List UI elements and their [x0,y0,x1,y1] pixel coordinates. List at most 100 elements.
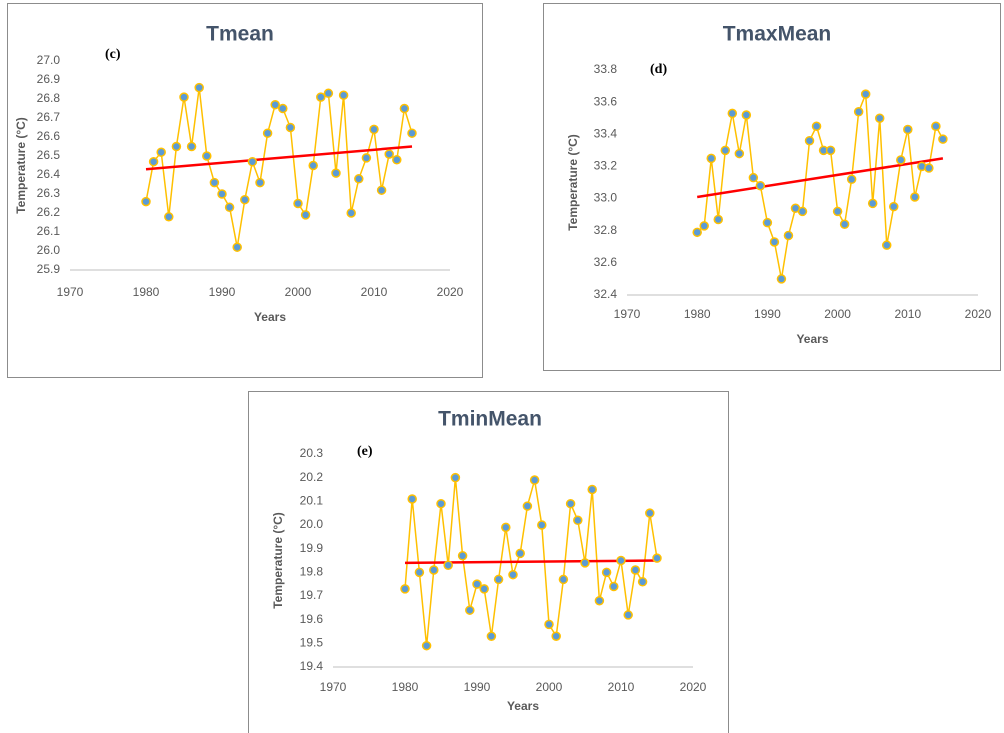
data-point [594,595,605,606]
data-point [931,121,941,131]
y-tick-label: 33.0 [594,191,618,205]
data-point [720,145,731,156]
data-point [860,89,871,99]
data-point [699,221,709,231]
data-point [472,579,482,589]
data-point [486,631,497,641]
data-point [202,151,212,161]
x-tick-label: 2010 [894,307,921,321]
x-tick-label: 2020 [965,307,992,321]
data-point [429,565,439,575]
y-axis-label: Temperature (°C) [566,134,580,231]
x-tick-label: 2010 [608,680,635,694]
data-point [804,135,815,146]
data-point [867,198,878,209]
data-point [293,198,303,209]
y-tick-label: 20.3 [300,446,324,460]
data-point [748,172,759,183]
y-tick-label: 27.0 [37,53,61,67]
panel-label: (e) [357,444,373,459]
data-point [232,242,242,252]
data-point [443,560,453,570]
data-point [580,558,590,568]
data-point [392,155,402,165]
data-point [573,515,583,526]
y-tick-label: 26.8 [37,91,61,105]
data-point [769,237,780,247]
data-point [171,141,182,152]
y-tick-label: 19.9 [300,541,324,555]
y-tick-label: 33.6 [594,94,618,108]
data-point [727,108,738,119]
data-point [630,565,641,575]
y-tick-label: 32.6 [594,255,618,269]
data-point [558,574,569,585]
data-point [924,163,934,173]
data-point [369,124,379,135]
data-point [407,494,417,504]
y-tick-label: 19.5 [300,636,324,650]
data-point [457,551,468,561]
data-point [609,581,619,592]
data-point [338,90,349,100]
trend-line [697,157,944,199]
data-point [734,148,745,159]
data-point [529,475,540,485]
y-tick-label: 33.8 [594,62,618,76]
data-point [450,472,461,483]
data-point [783,230,794,241]
y-tick-label: 26.3 [37,186,61,200]
data-point [601,567,612,578]
x-tick-label: 1980 [133,285,160,299]
data-point [938,134,948,144]
data-point [903,124,913,135]
data-point [811,121,822,131]
data-point [361,153,372,163]
x-tick-label: 2000 [536,680,563,694]
trend-line [145,145,413,171]
data-point [217,189,227,199]
data-point [832,206,843,217]
data-point [400,584,410,594]
data-point [692,227,702,238]
data-point [308,160,318,171]
data-point [544,619,554,630]
x-tick-label: 2020 [680,680,707,694]
y-tick-label: 19.8 [300,565,324,579]
data-point [255,177,265,188]
x-tick-label: 1990 [209,285,236,299]
data-point [323,88,334,99]
data-point [652,553,662,563]
data-point [551,631,561,641]
data-point [194,82,204,93]
data-point [741,110,752,120]
y-tick-label: 26.5 [37,148,61,162]
data-point [706,153,716,164]
y-tick-label: 19.4 [300,659,324,673]
y-tick-label: 33.4 [594,126,618,140]
data-point [839,219,850,230]
y-tick-label: 19.6 [300,612,324,626]
data-point [148,156,159,167]
data-point [623,610,633,620]
y-tick-label: 20.0 [300,517,324,531]
y-tick-label: 26.0 [37,243,61,257]
data-point [889,201,899,212]
data-point [797,206,808,217]
data-point [421,640,432,651]
data-point [262,128,273,138]
y-tick-label: 20.2 [300,470,324,484]
panel-label: (d) [650,62,667,77]
data-point [762,217,773,228]
y-tick-label: 26.7 [37,110,61,124]
panel-frame [543,3,1001,371]
data-point [896,155,906,165]
chart-title: TminMean [438,408,542,431]
x-tick-label: 2000 [285,285,312,299]
x-tick-label: 1970 [614,307,641,321]
data-point [270,99,280,110]
data-line [696,93,944,280]
data-point [209,177,220,188]
y-tick-label: 25.9 [37,262,61,276]
